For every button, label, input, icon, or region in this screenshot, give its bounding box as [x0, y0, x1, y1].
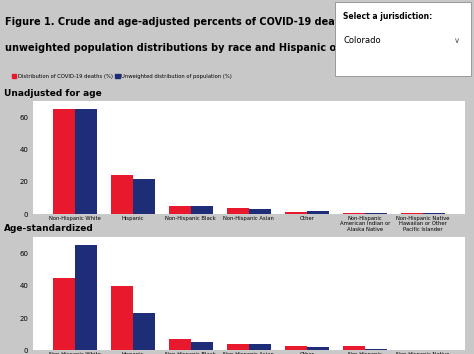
Text: Select a jurisdiction:: Select a jurisdiction: — [343, 12, 432, 21]
Bar — [75, 109, 97, 214]
Bar — [307, 347, 329, 350]
Text: Age-standardized: Age-standardized — [4, 224, 93, 233]
Text: unweighted population distributions by race and Hispanic origin: unweighted population distributions by r… — [5, 43, 362, 53]
Text: ∨: ∨ — [454, 36, 460, 45]
Bar — [111, 286, 133, 350]
Bar — [75, 245, 97, 350]
Bar — [285, 347, 307, 350]
Bar — [307, 211, 329, 214]
Bar — [133, 178, 155, 214]
Bar — [249, 209, 271, 214]
Bar — [343, 346, 365, 350]
Text: Colorado: Colorado — [343, 36, 381, 45]
Bar — [227, 208, 249, 214]
Text: Figure 1. Crude and age-adjusted percents of COVID-19 deaths and: Figure 1. Crude and age-adjusted percent… — [5, 17, 376, 27]
Bar — [53, 278, 75, 350]
Legend: Distribution of COVID-19 deaths (%), Unweighted distribution of population (%): Distribution of COVID-19 deaths (%), Unw… — [10, 72, 234, 81]
Bar — [249, 344, 271, 350]
Bar — [191, 206, 213, 214]
Bar — [169, 206, 191, 214]
Bar — [365, 213, 387, 214]
Bar — [401, 213, 423, 214]
Bar — [365, 349, 387, 350]
Bar — [285, 212, 307, 214]
Bar — [227, 344, 249, 350]
Bar — [191, 342, 213, 350]
Text: Unadjusted for age: Unadjusted for age — [4, 89, 101, 98]
Bar — [53, 109, 75, 214]
Bar — [133, 313, 155, 350]
Bar — [423, 213, 445, 214]
Bar — [111, 175, 133, 214]
Bar — [169, 339, 191, 350]
Bar — [343, 212, 365, 214]
